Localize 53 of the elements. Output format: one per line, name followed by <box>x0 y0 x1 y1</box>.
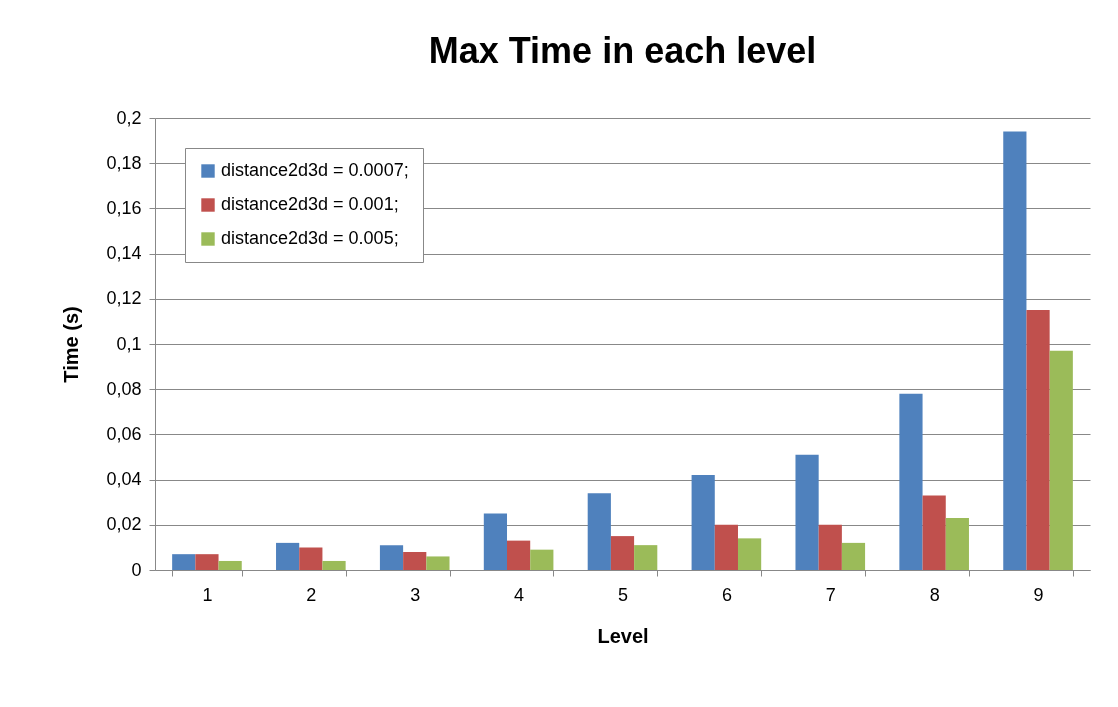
y-tick-label: 0,18 <box>106 152 142 173</box>
x-axis-title: Level <box>597 624 649 647</box>
y-tick-label: 0 <box>131 559 142 580</box>
bar <box>610 536 635 570</box>
bar <box>634 545 658 570</box>
bar <box>1026 310 1050 570</box>
x-tick-label: 4 <box>514 584 525 605</box>
bar <box>737 538 762 570</box>
x-tick-label: 8 <box>929 584 940 605</box>
bar <box>507 540 531 570</box>
y-tick-label: 0,14 <box>106 243 142 264</box>
bar <box>1003 131 1027 570</box>
y-tick-label: 0,02 <box>106 514 142 535</box>
bar <box>945 518 969 570</box>
y-tick-label: 0,16 <box>106 197 142 218</box>
y-axis-title: Time (s) <box>60 306 83 383</box>
bar <box>379 545 404 570</box>
bar <box>691 475 715 570</box>
bar <box>530 549 554 570</box>
chart-title: Max Time in each level <box>428 30 817 71</box>
x-tick-label: 9 <box>1033 584 1044 605</box>
x-tick-label: 1 <box>202 584 213 605</box>
bar <box>276 542 300 570</box>
legend-label: distance2d3d = 0.005; <box>221 228 399 248</box>
y-tick-label: 0,08 <box>106 378 142 399</box>
bar <box>483 513 508 570</box>
bar <box>922 495 946 570</box>
legend-label: distance2d3d = 0.001; <box>221 194 399 214</box>
legend-label: distance2d3d = 0.0007; <box>221 160 409 180</box>
bar <box>899 393 923 570</box>
bar <box>322 560 346 570</box>
bar <box>818 524 842 570</box>
bar <box>172 554 196 570</box>
bar <box>1049 350 1073 570</box>
bar <box>795 454 819 570</box>
x-tick-label: 2 <box>306 584 317 605</box>
bar <box>218 560 242 570</box>
x-tick-label: 7 <box>825 584 836 605</box>
bar <box>195 554 219 570</box>
bar <box>714 524 738 570</box>
bar <box>841 542 866 570</box>
y-tick-label: 0,06 <box>106 423 142 444</box>
bar <box>426 556 450 570</box>
y-tick-label: 0,1 <box>116 333 142 354</box>
y-tick-label: 0,12 <box>106 288 142 309</box>
bar <box>403 551 427 570</box>
x-tick-label: 5 <box>617 584 629 605</box>
bar <box>299 547 323 570</box>
x-tick-label: 3 <box>410 584 421 605</box>
bar <box>587 493 611 570</box>
y-tick-label: 0,04 <box>106 469 142 490</box>
x-tick-label: 6 <box>721 584 732 605</box>
y-tick-label: 0,2 <box>116 107 142 128</box>
